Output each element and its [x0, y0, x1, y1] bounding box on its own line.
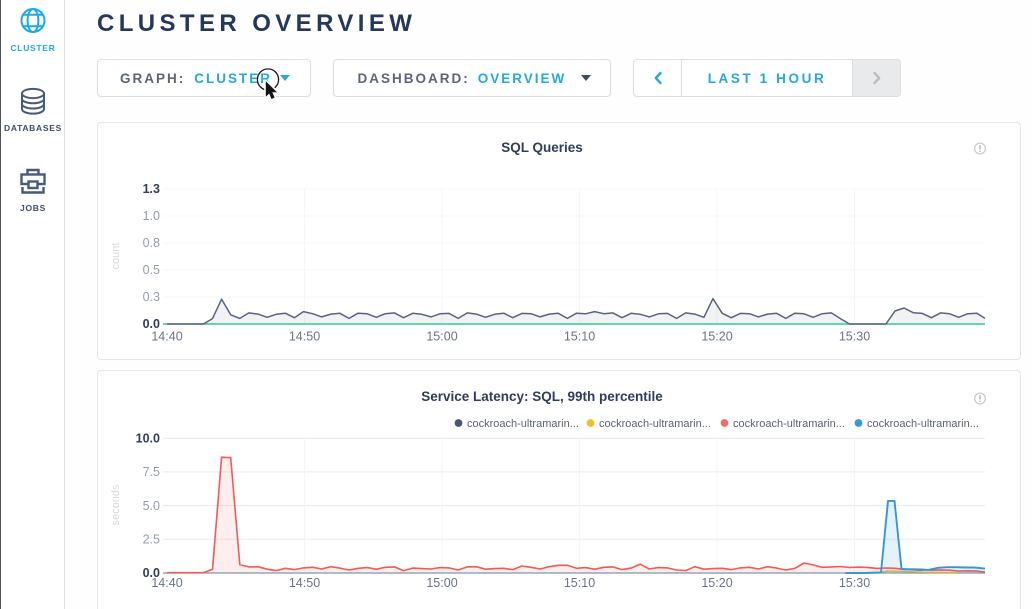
svg-text:15:20: 15:20 [701, 330, 732, 344]
svg-text:15:10: 15:10 [564, 576, 595, 590]
svg-text:14:40: 14:40 [151, 330, 182, 344]
svg-text:0.5: 0.5 [143, 263, 160, 277]
svg-text:0.8: 0.8 [143, 236, 160, 250]
svg-text:1.0: 1.0 [143, 209, 160, 223]
svg-text:cockroach-ultramarin...: cockroach-ultramarin... [867, 418, 979, 430]
svg-text:15:00: 15:00 [426, 330, 457, 344]
svg-text:2.5: 2.5 [143, 533, 160, 547]
svg-text:cockroach-ultramarin...: cockroach-ultramarin... [599, 418, 711, 430]
svg-text:0.3: 0.3 [143, 290, 160, 304]
svg-text:cockroach-ultramarin...: cockroach-ultramarin... [733, 418, 845, 430]
svg-text:cockroach-ultramarin...: cockroach-ultramarin... [467, 418, 579, 430]
svg-text:count: count [110, 243, 122, 270]
svg-text:0.0: 0.0 [143, 317, 160, 331]
svg-text:seconds: seconds [110, 484, 122, 525]
svg-text:14:50: 14:50 [289, 330, 320, 344]
svg-text:15:30: 15:30 [839, 330, 870, 344]
svg-text:14:50: 14:50 [289, 576, 320, 590]
svg-text:15:20: 15:20 [701, 576, 732, 590]
svg-text:14:40: 14:40 [151, 576, 182, 590]
svg-text:15:30: 15:30 [839, 576, 870, 590]
svg-text:5.0: 5.0 [143, 499, 160, 513]
svg-text:15:10: 15:10 [564, 330, 595, 344]
svg-text:15:00: 15:00 [426, 576, 457, 590]
svg-text:0.0: 0.0 [143, 566, 160, 580]
svg-text:1.3: 1.3 [143, 182, 160, 196]
svg-text:10.0: 10.0 [136, 431, 160, 445]
svg-text:7.5: 7.5 [143, 465, 160, 479]
